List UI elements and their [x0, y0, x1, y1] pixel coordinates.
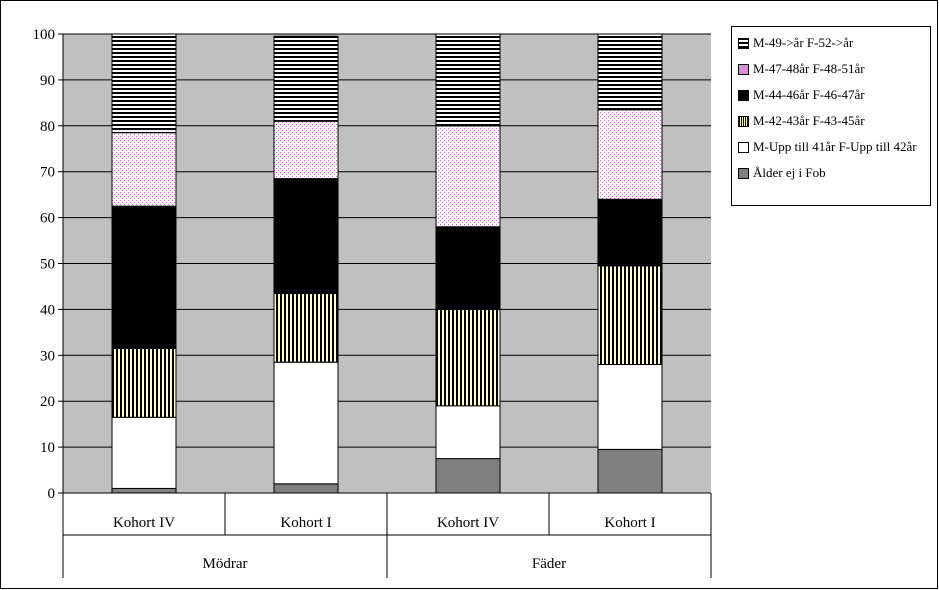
bar-segment-2-series-3 [273, 292, 339, 363]
y-tick-label: 10 [40, 440, 55, 456]
bar-segment-1-series-4 [111, 205, 177, 349]
legend-swatch [738, 115, 749, 127]
bar-segment-1-series-6 [111, 33, 177, 134]
bar-segment-3-series-3 [435, 308, 501, 407]
x-category-label: Kohort IV [437, 515, 499, 531]
legend-swatch [738, 63, 749, 75]
bar-segment-4-series-4 [597, 198, 663, 267]
legend-swatch [738, 167, 749, 179]
x-group-label: Mödrar [203, 556, 248, 572]
legend: M-49->år F-52->år M-47-48år F-48-51år M-44… [731, 26, 931, 206]
y-tick-label: 30 [40, 348, 55, 364]
bar-segment-1-series-5 [111, 132, 177, 207]
bar-segment-2-series-4 [273, 178, 339, 294]
legend-label: M-44-46år F-46-47år [753, 87, 865, 102]
legend-label: M-42-43år F-43-45år [753, 113, 865, 128]
bar-segment-1-series-1 [111, 487, 177, 494]
x-category-label: Kohort IV [113, 515, 175, 531]
bar-segment-2-series-1 [273, 483, 339, 494]
bar-segment-3-series-6 [435, 33, 501, 127]
bar-segment-2-series-6 [273, 35, 339, 122]
legend-label: Ålder ej i Fob [753, 165, 826, 180]
legend-label: M-47-48år F-48-51år [753, 61, 865, 76]
bar-segment-1-series-3 [111, 347, 177, 418]
x-category-label: Kohort I [604, 515, 655, 531]
y-tick-label: 20 [40, 394, 55, 410]
legend-swatch [738, 141, 749, 153]
legend-item: M-49->år F-52->år [738, 35, 853, 51]
bar-segment-1-series-2 [111, 416, 177, 489]
bar-segment-3-series-4 [435, 226, 501, 310]
bar-segment-4-series-6 [597, 33, 663, 111]
bar-segment-4-series-3 [597, 265, 663, 365]
bar-segment-4-series-2 [597, 363, 663, 450]
y-tick-label: 90 [40, 73, 55, 89]
y-tick-label: 80 [40, 119, 55, 135]
legend-label: M-Upp till 41år F-Upp till 42år [753, 139, 917, 154]
y-tick-label: 60 [40, 211, 55, 227]
y-tick-label: 70 [40, 165, 55, 181]
bar-segment-3-series-1 [435, 458, 501, 494]
y-tick-label: 100 [33, 27, 56, 43]
legend-item: M-47-48år F-48-51år [738, 61, 865, 77]
bar-segment-4-series-1 [597, 448, 663, 494]
legend-swatch [738, 37, 749, 49]
legend-item: Ålder ej i Fob [738, 165, 826, 181]
x-group-label: Fäder [532, 556, 566, 572]
x-category-label: Kohort I [280, 515, 331, 531]
bar-segment-2-series-2 [273, 361, 339, 485]
bar-segment-2-series-5 [273, 120, 339, 180]
y-tick-label: 40 [40, 302, 55, 318]
axes: 0 10 20 30 40 50 60 70 80 90 100 Kohort IV Kohort I K… [33, 27, 712, 578]
bar-segment-4-series-5 [597, 109, 663, 200]
legend-item: M-42-43år F-43-45år [738, 113, 865, 129]
bar-segment-3-series-2 [435, 405, 501, 460]
legend-item: M-Upp till 41år F-Upp till 42år [738, 139, 917, 155]
bar-segment-3-series-5 [435, 125, 501, 228]
y-tick-label: 50 [40, 257, 55, 273]
bars [111, 33, 663, 494]
legend-item: M-44-46år F-46-47år [738, 87, 865, 103]
legend-label: M-49->år F-52->år [753, 35, 854, 50]
y-tick-label: 0 [48, 486, 56, 502]
legend-swatch [738, 89, 749, 101]
